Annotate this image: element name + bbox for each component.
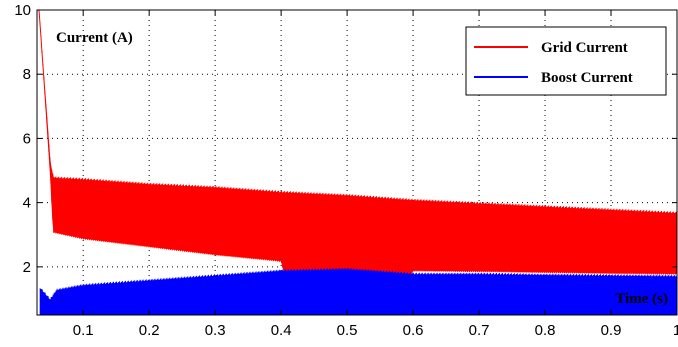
y-axis-label: Current (A) <box>56 30 133 46</box>
x-tick-label: 0.8 <box>535 322 556 339</box>
y-tick-label: 4 <box>23 195 31 212</box>
x-tick-label: 0.2 <box>139 322 160 339</box>
legend-label-grid-current: Grid Current <box>541 40 628 56</box>
y-tick-label: 2 <box>23 259 31 276</box>
legend-box <box>465 26 667 96</box>
plot-frame <box>36 9 678 316</box>
x-axis-label: Time (s) <box>615 291 668 307</box>
series-ripple-boost-current <box>39 268 678 315</box>
y-tick-label: 10 <box>14 2 31 19</box>
x-tick-label: 1 <box>673 322 678 339</box>
legend: Grid Current Boost Current <box>465 26 667 96</box>
y-tick-label: 6 <box>23 130 31 147</box>
x-tick-label: 0.9 <box>601 322 622 339</box>
series-layer <box>38 10 678 315</box>
y-tick-label: 8 <box>23 66 31 83</box>
x-tick-label: 0.1 <box>73 322 94 339</box>
x-tick-label: 0.4 <box>271 322 292 339</box>
x-tick-label: 0.6 <box>403 322 424 339</box>
x-tick-label: 0.3 <box>205 322 226 339</box>
tick-layer: 0.1 0.2 0.3 0.4 0.5 0.6 0.7 0.8 0.9 1 2 4 6 8 10 <box>14 2 678 339</box>
series-ripple-grid-current <box>38 10 677 278</box>
x-tick-label: 0.5 <box>337 322 358 339</box>
x-tick-label: 0.7 <box>469 322 490 339</box>
legend-label-boost-current: Boost Current <box>541 70 633 86</box>
